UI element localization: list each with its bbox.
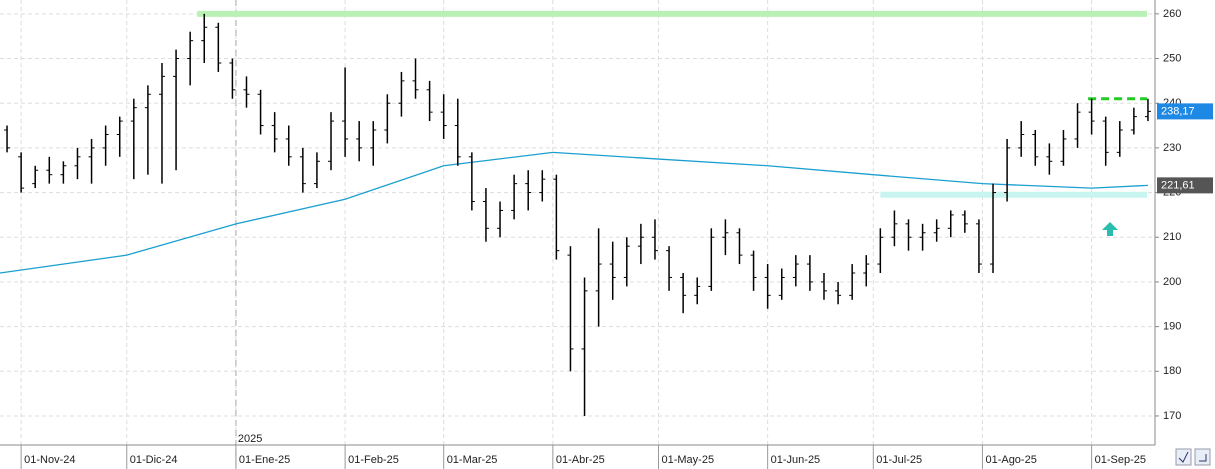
scale-button[interactable] [1175,448,1192,466]
x-tick-label: 01-May-25 [661,454,714,466]
year-label: 2025 [238,433,262,445]
x-tick-label: 01-Abr-25 [556,454,605,466]
moving-average [0,151,1148,274]
y-tick-label: 230 [1163,142,1181,154]
zoom-icon [1199,454,1207,462]
y-tick-label: 170 [1163,410,1181,422]
plot [0,10,1151,416]
zoom-button[interactable] [1194,448,1211,466]
y-tick-label: 180 [1163,365,1181,377]
x-tick-label: 01-Nov-24 [24,454,75,466]
y-tick-label: 200 [1163,276,1181,288]
x-tick-label: 01-Jul-25 [876,454,922,466]
y-tick-label: 210 [1163,231,1181,243]
up-arrow [1102,222,1118,236]
axes: 17018019020021022023024025026001-Nov-240… [20,8,1213,469]
last-price-label: 238,17 [1161,105,1195,117]
last-average-box [1157,177,1213,194]
y-tick-label: 190 [1163,321,1181,333]
scale-icon [1178,451,1189,463]
y-tick-label: 260 [1163,8,1181,20]
x-tick-label: 01-Feb-25 [348,454,399,466]
last-price-box [1157,103,1213,120]
x-tick-label: 01-Sep-25 [1095,454,1146,466]
last-average-label: 221,61 [1161,179,1195,191]
x-tick-label: 01-Ago-25 [985,454,1036,466]
x-tick-label: 01-Mar-25 [447,454,498,466]
y-tick-label: 250 [1163,52,1181,64]
x-tick-label: 01-Jun-25 [771,454,821,466]
x-tick-label: 01-Dic-24 [130,454,178,466]
x-tick-label: 01-Ene-25 [239,454,290,466]
